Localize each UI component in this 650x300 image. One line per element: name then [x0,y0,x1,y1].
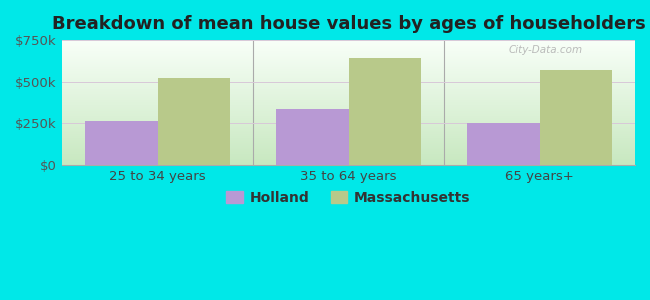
Bar [85,121,158,165]
Bar [348,58,421,165]
Text: City-Data.com: City-Data.com [509,45,583,55]
Legend: Holland, Massachusetts: Holland, Massachusetts [221,185,476,210]
Bar [467,123,540,165]
Title: Breakdown of mean house values by ages of householders: Breakdown of mean house values by ages o… [52,15,645,33]
Bar [540,70,612,165]
Bar [276,109,348,165]
Bar [158,78,230,165]
